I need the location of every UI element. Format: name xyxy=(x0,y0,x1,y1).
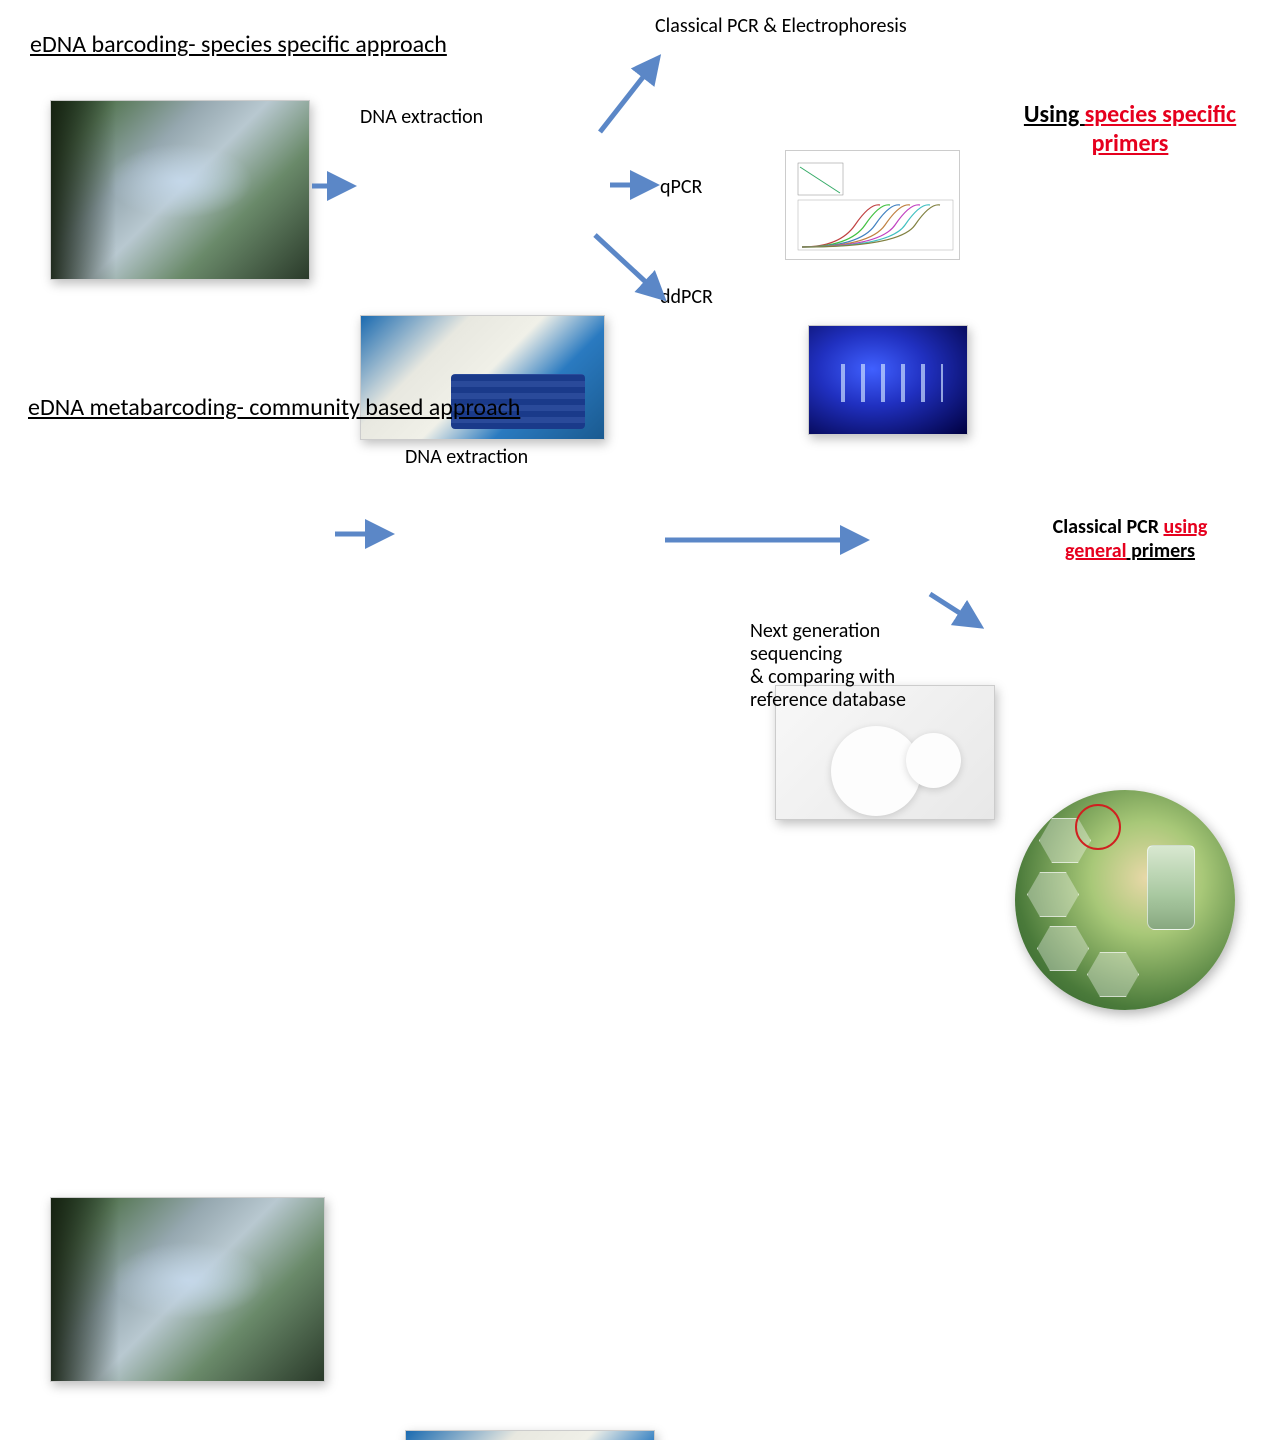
label-ngs: Next generation sequencing & comparing w… xyxy=(750,620,906,712)
image-river-top xyxy=(50,100,310,280)
t2: species specific xyxy=(1085,100,1236,129)
p2: using xyxy=(1163,515,1207,539)
label-qpcr: qPCR xyxy=(660,175,702,199)
label-classical-pcr-general: Classical PCR using general primers xyxy=(1000,515,1260,563)
label-classical-pcr: Classical PCR & Electrophoresis xyxy=(655,15,907,37)
p3: general xyxy=(1065,539,1127,563)
arrow-river-to-lab-top xyxy=(312,176,360,196)
arrow-lab-to-ddpcr xyxy=(595,230,675,310)
label-species-specific-primers: Using species specific primers xyxy=(990,100,1270,158)
t3: primers xyxy=(990,129,1270,158)
image-lab-bottom xyxy=(405,1430,655,1440)
n2: sequencing xyxy=(750,643,906,666)
heading-barcoding: eDNA barcoding- species specific approac… xyxy=(30,30,447,59)
n3: & comparing with xyxy=(750,666,906,689)
arrow-river-to-lab-bottom xyxy=(335,524,400,544)
n4: reference database xyxy=(750,689,906,712)
text: Classical PCR & Electrophoresis xyxy=(655,14,907,38)
image-sample-vial-circle xyxy=(1015,790,1235,1010)
image-qpcr-chart xyxy=(785,150,960,260)
arrow-lab-to-pcr xyxy=(600,50,670,140)
n1: Next generation xyxy=(750,620,906,643)
p4: primers xyxy=(1127,539,1195,563)
label-dna-extraction-bottom: DNA extraction xyxy=(405,445,528,469)
arrow-gel-to-seq xyxy=(930,590,990,635)
image-river-bottom xyxy=(50,1197,325,1382)
p1: Classical PCR xyxy=(1053,515,1164,539)
heading-metabarcoding: eDNA metabarcoding- community based appr… xyxy=(28,393,520,422)
label-dna-extraction-top: DNA extraction xyxy=(360,105,483,129)
arrow-lab-to-gel-bottom xyxy=(665,530,875,550)
image-gel-top xyxy=(808,325,968,435)
t1: Using xyxy=(1024,100,1085,129)
arrow-lab-to-qpcr xyxy=(610,175,665,195)
